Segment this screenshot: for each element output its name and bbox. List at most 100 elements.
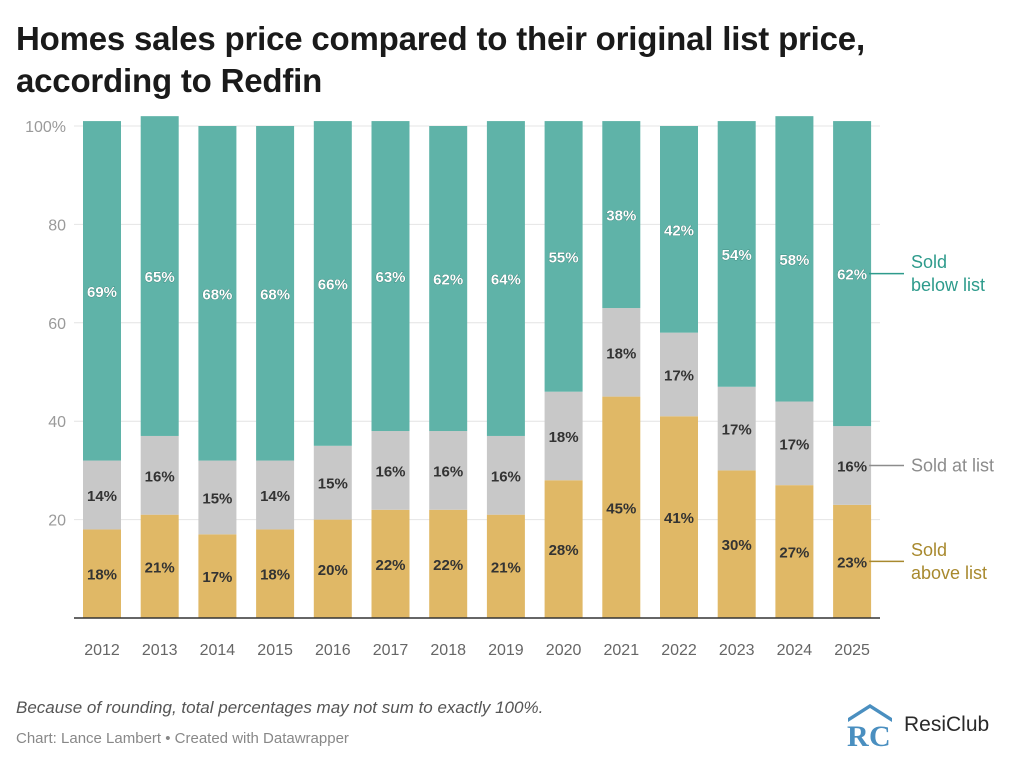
- bar-segment-above: [660, 416, 698, 618]
- bar-segment-at: [140, 435, 179, 515]
- y-tick-label: 60: [48, 316, 66, 333]
- data-label-at: 18%: [549, 429, 579, 446]
- data-label-below: 42%: [664, 222, 694, 239]
- data-label-above: 21%: [491, 559, 521, 576]
- bar-segment-above: [486, 514, 525, 618]
- x-tick-label: 2021: [604, 642, 640, 659]
- bar-segment-below: [602, 121, 641, 309]
- bar-segment-below: [140, 116, 179, 436]
- data-label-above: 23%: [837, 554, 867, 571]
- data-label-at: 15%: [318, 476, 348, 493]
- bar-segment-at: [717, 386, 756, 471]
- x-tick-label: 2019: [488, 642, 524, 659]
- data-label-below: 66%: [318, 276, 348, 293]
- data-label-below: 69%: [87, 284, 117, 301]
- data-label-above: 17%: [202, 569, 232, 586]
- y-tick-label: 40: [48, 414, 66, 431]
- bar-segment-above: [833, 504, 872, 618]
- bar-segment-at: [486, 435, 525, 515]
- data-label-at: 16%: [837, 458, 867, 475]
- svg-text:C: C: [869, 720, 891, 748]
- series-label-at: Sold at list: [911, 455, 994, 475]
- data-label-below: 58%: [779, 252, 809, 269]
- bar-segment-above: [313, 519, 352, 618]
- bar-segment-at: [775, 401, 814, 486]
- resiclub-logo: R C ResiClub: [846, 702, 989, 748]
- bar-segment-above: [544, 480, 583, 618]
- data-label-at: 14%: [87, 488, 117, 505]
- resiclub-logo-icon: R C: [847, 704, 892, 748]
- data-label-above: 27%: [779, 545, 809, 562]
- bar-segment-above: [775, 485, 814, 618]
- data-label-above: 21%: [145, 559, 175, 576]
- data-label-at: 15%: [202, 490, 232, 507]
- resiclub-logo-text: ResiClub: [904, 713, 990, 736]
- data-label-above: 45%: [606, 500, 636, 517]
- bar-segment-above: [83, 529, 121, 618]
- series-label-below: Sold: [911, 252, 947, 272]
- chart-title: Homes sales price compared to their orig…: [16, 18, 996, 102]
- data-label-below: 63%: [375, 269, 405, 286]
- footnote: Because of rounding, total percentages m…: [16, 698, 544, 717]
- x-tick-label: 2015: [257, 642, 293, 659]
- series-label-above: Sold: [911, 540, 947, 560]
- x-tick-label: 2022: [661, 642, 697, 659]
- data-label-at: 17%: [722, 422, 752, 439]
- bar-segment-below: [256, 126, 295, 461]
- x-tick-label: 2020: [546, 642, 582, 659]
- bar-segment-above: [371, 509, 410, 618]
- x-tick-label: 2023: [719, 642, 755, 659]
- bar-segment-at: [429, 431, 468, 510]
- series-label-below: below list: [911, 275, 985, 295]
- stacked-bar-chart: 20 40 60 80 100% 18% 14% 69% 2012 21% 16% 65% 2013 17…: [25, 116, 994, 659]
- x-tick-label: 2012: [84, 642, 120, 659]
- data-label-below: 68%: [202, 286, 232, 303]
- data-label-at: 14%: [260, 488, 290, 505]
- bar-segment-below: [371, 121, 410, 432]
- x-tick-label: 2017: [373, 642, 409, 659]
- bar-segment-at: [313, 445, 352, 520]
- chart-title-line-1: Homes sales price compared to their orig…: [16, 20, 865, 57]
- data-label-at: 17%: [779, 436, 809, 453]
- data-label-below: 64%: [491, 272, 521, 289]
- svg-text:R: R: [847, 720, 869, 748]
- bar-segment-above: [140, 514, 179, 618]
- series-label-above: above list: [911, 563, 987, 583]
- bar-segment-below: [83, 121, 121, 461]
- bar-segment-above: [256, 529, 295, 618]
- data-label-above: 22%: [433, 557, 463, 574]
- x-tick-label: 2016: [315, 642, 351, 659]
- x-tick-label: 2025: [834, 642, 870, 659]
- data-label-above: 18%: [260, 567, 290, 584]
- data-label-at: 16%: [491, 468, 521, 485]
- bar-segment-below: [717, 121, 756, 387]
- bar-segment-at: [83, 460, 121, 530]
- bar-segment-at: [371, 431, 410, 510]
- bar-segment-above: [602, 396, 641, 618]
- data-label-above: 22%: [375, 557, 405, 574]
- x-tick-label: 2018: [430, 642, 466, 659]
- data-label-below: 54%: [722, 247, 752, 264]
- data-label-above: 41%: [664, 510, 694, 527]
- chart-credit: Chart: Lance Lambert • Created with Data…: [16, 730, 349, 747]
- bar-segment-below: [775, 116, 814, 402]
- data-label-above: 20%: [318, 562, 348, 579]
- bar-segment-at: [833, 426, 872, 505]
- data-label-below: 68%: [260, 286, 290, 303]
- bar-segment-below: [833, 121, 872, 427]
- y-tick-label: 80: [48, 217, 66, 234]
- data-label-above: 28%: [549, 542, 579, 559]
- x-tick-label: 2024: [777, 642, 813, 659]
- bar-segment-below: [198, 126, 237, 461]
- bar-segment-at: [660, 332, 698, 417]
- bar-segment-at: [602, 308, 641, 397]
- data-label-at: 16%: [433, 463, 463, 480]
- bar-segment-below: [660, 126, 698, 333]
- data-label-at: 18%: [606, 345, 636, 362]
- data-label-at: 16%: [145, 468, 175, 485]
- y-tick-label: 20: [48, 513, 66, 530]
- bar-segment-below: [313, 121, 352, 446]
- bar-segment-below: [429, 126, 468, 432]
- bar-segment-above: [717, 470, 756, 618]
- bar-segment-above: [429, 509, 468, 618]
